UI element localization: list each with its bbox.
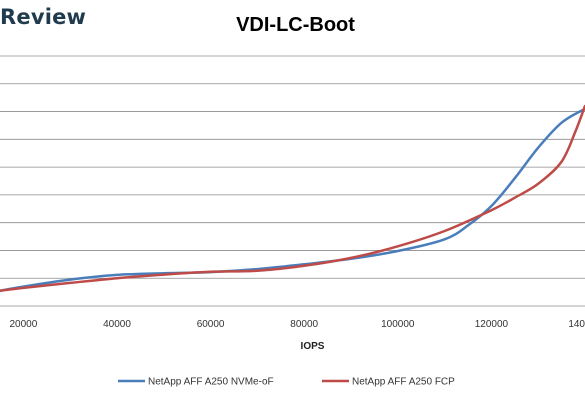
x-tick-label: 120000 — [475, 319, 509, 330]
brand-logo-text: Review — [0, 5, 87, 29]
x-axis-ticks: 20000 40000 60000 80000 100000 120000 140000 — [9, 319, 585, 330]
x-axis-label: IOPS — [301, 341, 325, 352]
x-tick-label: 20000 — [9, 319, 37, 330]
gridlines — [0, 55, 585, 307]
legend-label-2: NetApp AFF A250 FCP — [352, 377, 455, 388]
series-line-1 — [0, 107, 585, 292]
x-tick-label: 40000 — [103, 319, 131, 330]
legend: NetApp AFF A250 NVMe-oF NetApp AFF A250 F… — [118, 377, 455, 388]
series-line-2 — [0, 104, 585, 292]
chart-title: VDI-LC-Boot — [236, 14, 355, 36]
x-tick-label: 80000 — [290, 319, 318, 330]
x-tick-label: 100000 — [381, 319, 415, 330]
legend-label-1: NetApp AFF A250 NVMe-oF — [148, 377, 274, 388]
series-lines — [0, 104, 585, 292]
x-tick-label: 60000 — [197, 319, 225, 330]
x-tick-label: 140000 — [568, 319, 585, 330]
